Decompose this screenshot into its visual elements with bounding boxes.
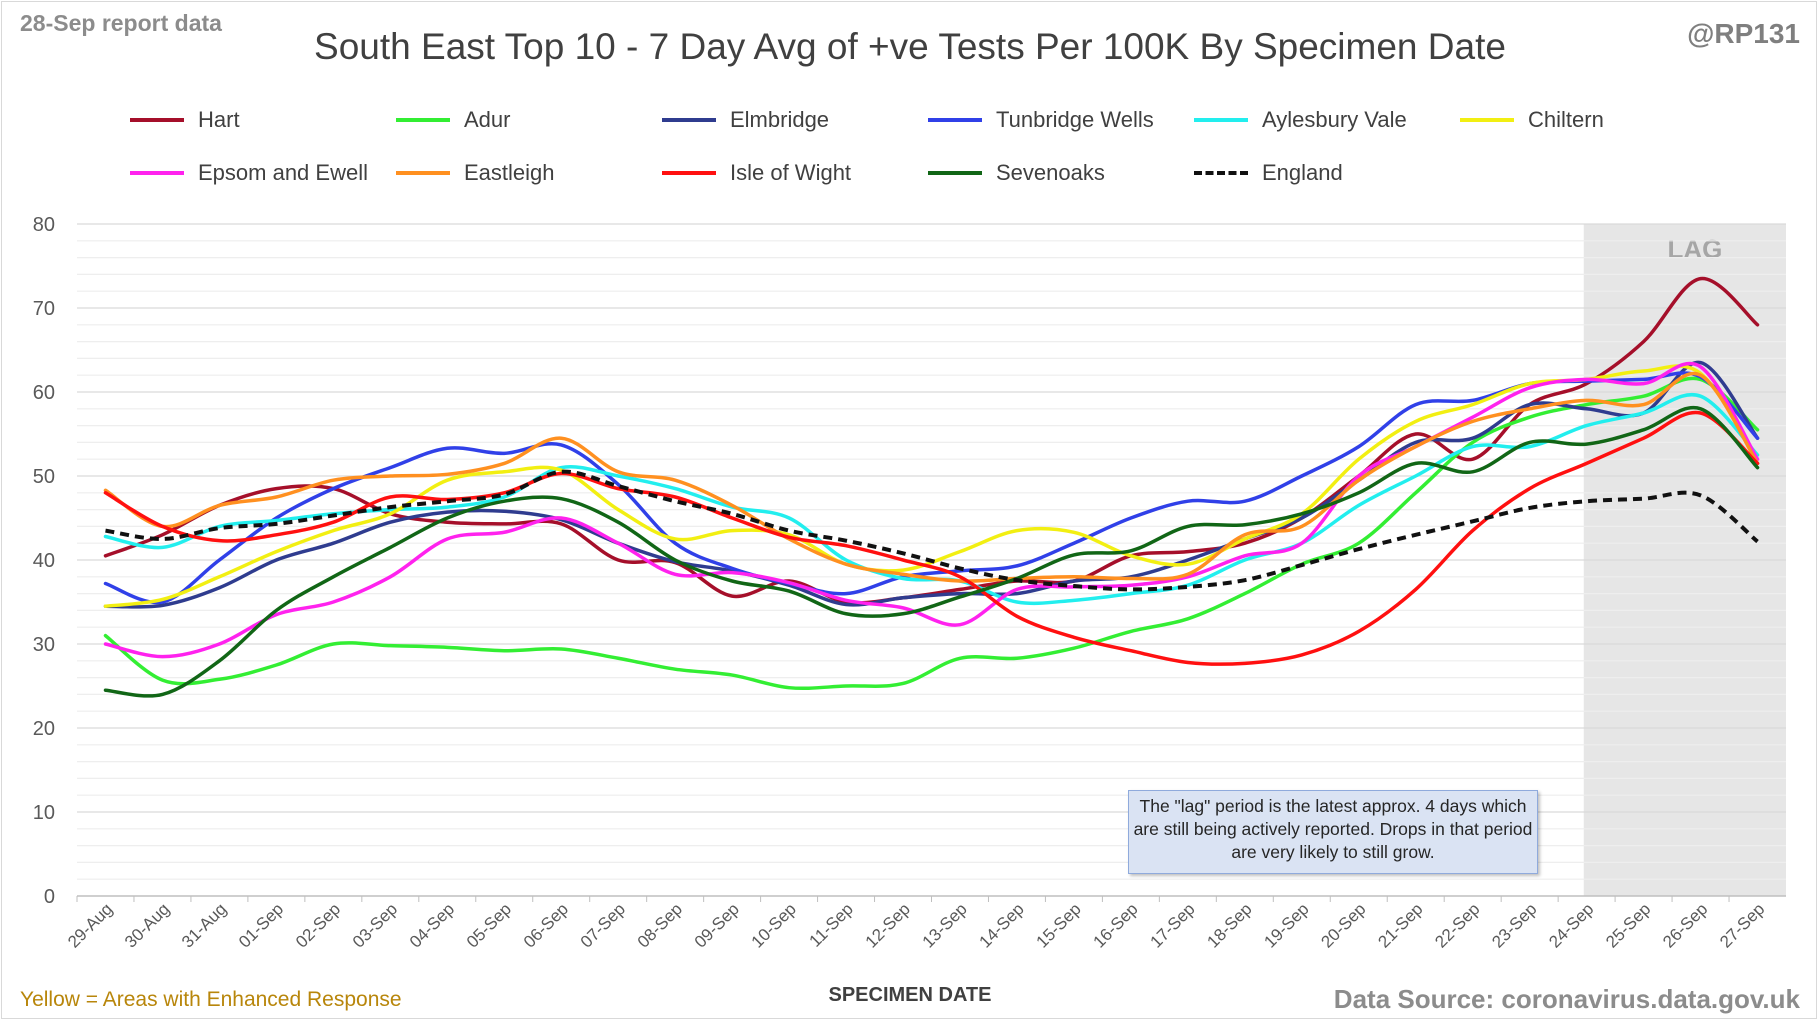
data-source: Data Source: coronavirus.data.gov.uk	[1333, 984, 1800, 1014]
legend-label: Epsom and Ewell	[198, 160, 368, 185]
legend-label: Sevenoaks	[996, 160, 1105, 185]
x-tick-label: 15-Sep	[1033, 899, 1085, 951]
x-axis-title: SPECIMEN DATE	[828, 984, 992, 1006]
x-tick-label: 27-Sep	[1716, 899, 1768, 951]
x-tick-label: 23-Sep	[1488, 899, 1540, 951]
x-tick-label: 30-Aug	[121, 899, 173, 951]
legend-item: Isle of Wight	[662, 155, 851, 191]
x-tick-label: 10-Sep	[748, 899, 800, 951]
series-line-hart	[103, 276, 1760, 605]
report-date-label: 28-Sep report data	[20, 10, 222, 36]
legend-item: Hart	[130, 102, 240, 138]
x-tick-label: 17-Sep	[1146, 899, 1198, 951]
x-tick-label: 13-Sep	[919, 899, 971, 951]
legend-item: Chiltern	[1460, 102, 1604, 138]
x-tick-label: 14-Sep	[976, 899, 1028, 951]
y-tick-label: 80	[33, 214, 55, 236]
legend-swatch	[1194, 118, 1248, 122]
legend-label: Eastleigh	[464, 160, 555, 185]
x-tick-label: 12-Sep	[862, 899, 914, 951]
y-tick-label: 10	[33, 802, 55, 824]
legend-item: England	[1194, 155, 1343, 191]
x-tick-label: 20-Sep	[1317, 899, 1369, 951]
x-tick-label: 08-Sep	[634, 899, 686, 951]
x-tick-label: 26-Sep	[1659, 899, 1711, 951]
legend-label: Tunbridge Wells	[996, 107, 1154, 132]
chart-title: South East Top 10 - 7 Day Avg of +ve Tes…	[314, 26, 1506, 67]
footnote: Yellow = Areas with Enhanced Response	[20, 988, 402, 1011]
y-tick-label: 0	[44, 886, 55, 908]
legend-swatch	[396, 171, 450, 175]
x-tick-label: 22-Sep	[1431, 899, 1483, 951]
x-tick-label: 06-Sep	[520, 899, 572, 951]
series-line-eastleigh	[103, 371, 1760, 583]
lag-note: The "lag" period is the latest approx. 4…	[1128, 790, 1538, 874]
lag-label: LAG	[1667, 234, 1722, 264]
legend-swatch	[928, 171, 982, 175]
x-tick-label: 02-Sep	[292, 899, 344, 951]
legend-label: Aylesbury Vale	[1262, 107, 1407, 132]
series-line-tunbridge-wells	[103, 371, 1760, 605]
legend-item: Elmbridge	[662, 102, 829, 138]
y-tick-label: 20	[33, 718, 55, 740]
legend-label: Hart	[198, 107, 240, 132]
legend-swatch	[130, 118, 184, 122]
legend-swatch	[1460, 118, 1514, 122]
series-line-chiltern	[103, 364, 1760, 608]
legend-label: Chiltern	[1528, 107, 1604, 132]
legend-item: Sevenoaks	[928, 155, 1105, 191]
y-tick-label: 40	[33, 550, 55, 572]
legend-swatch	[396, 118, 450, 122]
y-tick-label: 60	[33, 382, 55, 404]
x-tick-label: 21-Sep	[1374, 899, 1426, 951]
legend-label: Isle of Wight	[730, 160, 852, 185]
x-tick-label: 04-Sep	[406, 899, 458, 951]
author-handle: @RP131	[1687, 18, 1800, 49]
x-tick-label: 31-Aug	[178, 899, 230, 951]
x-tick-label: 11-Sep	[806, 899, 857, 950]
x-tick-label: 01-Sep	[235, 899, 287, 951]
series-line-epsom-and-ewell	[103, 361, 1760, 659]
y-tick-label: 30	[33, 634, 55, 656]
legend-swatch	[662, 171, 716, 175]
legend-swatch	[928, 118, 982, 122]
series-line-sevenoaks	[103, 405, 1760, 698]
x-tick-label: 24-Sep	[1545, 899, 1597, 951]
legend-label: Adur	[464, 107, 511, 132]
series-line-elmbridge	[103, 360, 1760, 609]
x-tick-label: 07-Sep	[577, 899, 629, 951]
x-tick-label: 09-Sep	[691, 899, 743, 951]
legend-label: England	[1262, 160, 1343, 185]
y-tick-label: 50	[33, 466, 55, 488]
x-tick-label: 19-Sep	[1260, 899, 1312, 951]
legend-item: Tunbridge Wells	[928, 102, 1154, 138]
legend-item: Epsom and Ewell	[130, 155, 368, 191]
y-tick-label: 70	[33, 298, 55, 320]
legend-item: Adur	[396, 102, 510, 138]
legend-item: Eastleigh	[396, 155, 555, 191]
x-tick-label: 29-Aug	[64, 899, 116, 951]
x-tick-label: 18-Sep	[1203, 899, 1255, 951]
legend-swatch	[1194, 171, 1248, 175]
legend-swatch	[130, 171, 184, 175]
series-line-adur	[103, 376, 1760, 691]
legend-label: Elmbridge	[730, 107, 830, 132]
x-tick-label: 25-Sep	[1602, 899, 1654, 951]
x-tick-label: 16-Sep	[1090, 899, 1142, 951]
legend-swatch	[662, 118, 716, 122]
x-tick-label: 03-Sep	[349, 899, 401, 951]
legend-item: Aylesbury Vale	[1194, 102, 1407, 138]
x-tick-label: 05-Sep	[463, 899, 515, 951]
